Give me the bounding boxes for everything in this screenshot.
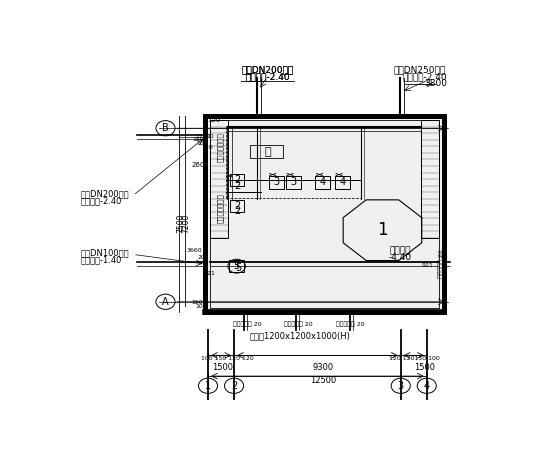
Bar: [250, 145, 283, 158]
Bar: [269, 176, 284, 189]
Text: -4.40: -4.40: [388, 253, 412, 262]
Text: 1: 1: [205, 381, 211, 391]
Text: 921: 921: [422, 263, 434, 268]
Bar: [315, 176, 330, 189]
Text: 2: 2: [234, 176, 240, 185]
Text: 120: 120: [201, 145, 213, 150]
Text: 2: 2: [234, 206, 240, 216]
Text: 套管DN100两根: 套管DN100两根: [81, 248, 129, 257]
Text: 12500: 12500: [310, 376, 337, 385]
Text: 3: 3: [398, 381, 404, 391]
Bar: [230, 174, 245, 186]
Text: 2: 2: [234, 201, 240, 211]
Bar: [204, 116, 444, 313]
Text: 1500: 1500: [414, 363, 435, 372]
Bar: [335, 176, 350, 189]
Text: 4: 4: [339, 177, 346, 187]
Text: 楼室内消防管网: 楼室内消防管网: [217, 132, 223, 162]
Bar: [230, 200, 245, 212]
Text: 3: 3: [273, 177, 279, 187]
Bar: [286, 176, 301, 189]
Text: 敷板垫片数 20: 敷板垫片数 20: [284, 321, 313, 327]
Text: 中心标高-2.40: 中心标高-2.40: [245, 72, 290, 81]
Text: 中心标高-2.40: 中心标高-2.40: [403, 72, 447, 81]
Text: 260: 260: [192, 162, 205, 167]
Text: A: A: [162, 297, 169, 307]
Text: 1500: 1500: [212, 363, 234, 372]
Text: 3660: 3660: [186, 248, 202, 253]
Text: 120 120150 100: 120 120150 100: [389, 357, 440, 361]
Text: 1: 1: [377, 221, 388, 239]
Text: 敷板垫片数 20: 敷板垫片数 20: [337, 321, 365, 327]
Text: 9300: 9300: [313, 363, 334, 372]
Bar: [210, 120, 228, 238]
Text: 3: 3: [291, 177, 297, 187]
Text: 套管DN200两根: 套管DN200两根: [241, 65, 293, 74]
Bar: [421, 120, 439, 238]
Text: 100: 100: [197, 141, 208, 146]
Text: 7500: 7500: [176, 214, 185, 233]
Text: 100: 100: [195, 304, 207, 309]
Text: 4: 4: [424, 381, 430, 391]
Text: 中心标高-2.40: 中心标高-2.40: [245, 72, 290, 81]
Text: 套管DN200两根: 套管DN200两根: [241, 65, 293, 74]
Text: 3800: 3800: [424, 79, 447, 88]
Bar: [229, 260, 245, 273]
Text: 7200: 7200: [182, 214, 191, 233]
Bar: [204, 116, 444, 313]
Text: 套管DN200两根: 套管DN200两根: [81, 189, 129, 198]
Text: 1120: 1120: [195, 134, 211, 139]
Text: 100 150 120 120: 100 150 120 120: [200, 357, 254, 361]
Text: 2: 2: [231, 381, 237, 391]
Text: 100: 100: [202, 134, 214, 139]
Text: 集水坑1200x1200x1000(H): 集水坑1200x1200x1000(H): [250, 331, 351, 340]
Text: 中心标高-1.40: 中心标高-1.40: [81, 255, 122, 264]
Text: 套管DN250两根: 套管DN250两根: [393, 65, 445, 74]
Text: 20: 20: [197, 255, 205, 260]
Text: 消防泵房: 消防泵房: [389, 247, 410, 255]
Text: 5: 5: [235, 263, 241, 273]
Text: 5: 5: [234, 261, 240, 271]
Text: 150: 150: [191, 300, 203, 305]
Text: 921: 921: [203, 271, 215, 276]
Text: 4: 4: [320, 177, 326, 187]
Bar: [210, 120, 439, 308]
Text: B: B: [162, 123, 169, 133]
Text: 150: 150: [207, 117, 221, 123]
Text: 接室外消防管网: 接室外消防管网: [217, 193, 223, 223]
Text: 150: 150: [193, 137, 204, 142]
Text: 橡胶垫片数 20: 橡胶垫片数 20: [438, 250, 444, 278]
Text: 敷板垫片数 20: 敷板垫片数 20: [233, 321, 262, 327]
Text: 中心标高-2.40: 中心标高-2.40: [81, 196, 122, 205]
Text: 上: 上: [264, 147, 271, 158]
Text: 2: 2: [234, 181, 240, 191]
